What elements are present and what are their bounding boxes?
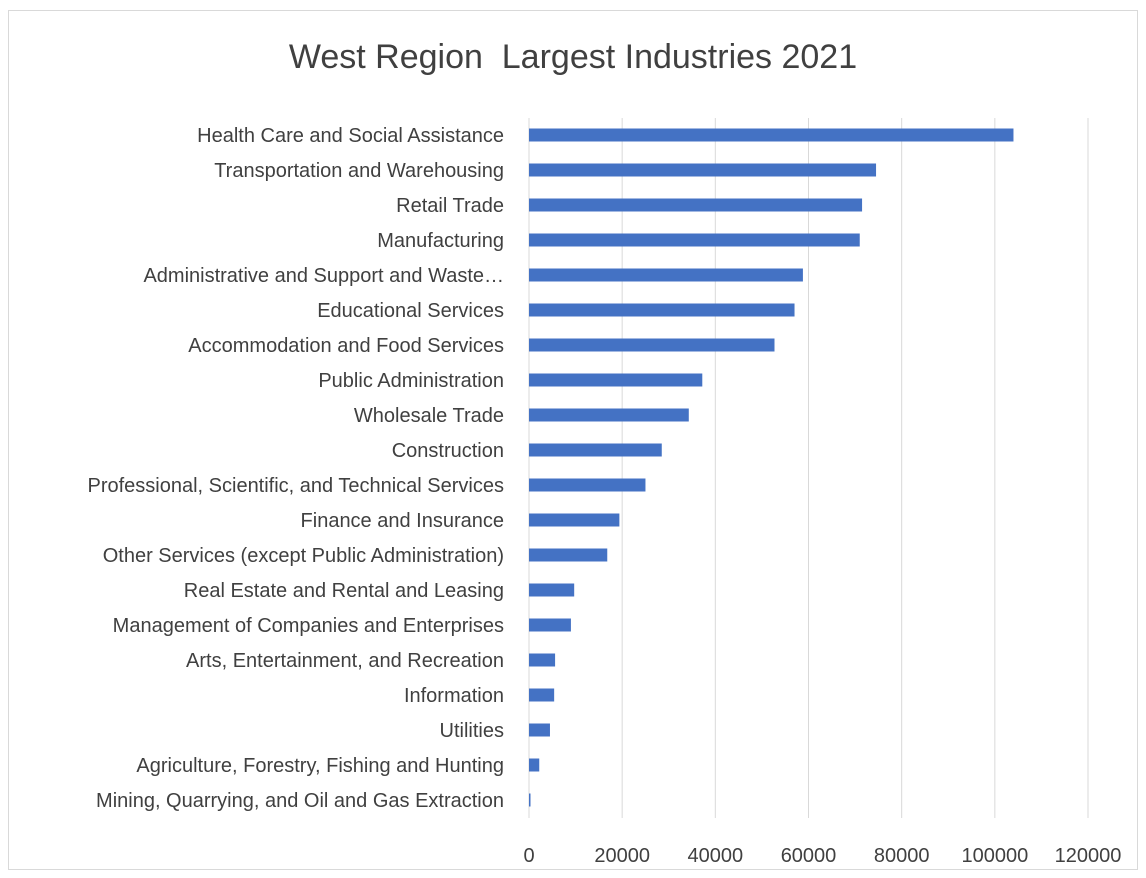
bars [529,128,1014,807]
x-tick-label: 0 [523,845,534,867]
bar [529,443,662,457]
bar [529,303,795,317]
bar [529,688,555,702]
bar [529,618,571,632]
x-tick-label: 100000 [961,845,1028,867]
x-tick-label: 40000 [688,845,744,867]
category-label: Utilities [440,720,504,742]
category-label: Educational Services [317,300,504,322]
bar [529,373,703,387]
gridlines [528,118,1089,818]
bar [529,793,531,807]
bar [529,128,1014,142]
bar [529,268,803,282]
category-labels: Health Care and Social Assistance Transpo… [87,125,504,812]
bar [529,548,608,562]
category-label: Real Estate and Rental and Leasing [184,580,504,602]
bar [529,163,877,177]
category-label: Construction [392,440,504,462]
x-tick-label: 120000 [1055,845,1122,867]
category-label: Mining, Quarrying, and Oil and Gas Extra… [96,790,504,812]
category-label: Public Administration [318,370,504,392]
bar [529,478,646,492]
chart-title: West Region Largest Industries 2021 [288,38,858,76]
category-label: Administrative and Support and Waste… [143,265,504,287]
bar [529,513,620,527]
category-label: Manufacturing [377,230,504,252]
category-label: Agriculture, Forestry, Fishing and Hunti… [136,755,504,777]
bar [529,723,550,737]
x-tick-label: 80000 [874,845,930,867]
bar [529,233,860,247]
bar [529,583,575,597]
bar [529,758,540,772]
x-tick-label: 60000 [781,845,837,867]
category-label: Other Services (except Public Administra… [103,545,504,567]
category-label: Management of Companies and Enterprises [113,615,504,637]
bar [529,653,556,667]
category-label: Transportation and Warehousing [214,160,504,182]
category-label: Finance and Insurance [301,510,504,532]
category-label: Information [404,685,504,707]
bar [529,338,775,352]
category-label: Wholesale Trade [354,405,504,427]
category-label: Arts, Entertainment, and Recreation [186,650,504,672]
chart-frame [8,10,1138,870]
category-label: Accommodation and Food Services [188,335,504,357]
x-axis-tick-labels: 0 20000 40000 60000 80000 100000 120000 [523,845,1121,867]
bar [529,198,863,212]
category-label: Professional, Scientific, and Technical … [87,475,504,497]
category-label: Health Care and Social Assistance [197,125,504,147]
category-label: Retail Trade [396,195,504,217]
bar [529,408,689,422]
x-tick-label: 20000 [594,845,650,867]
